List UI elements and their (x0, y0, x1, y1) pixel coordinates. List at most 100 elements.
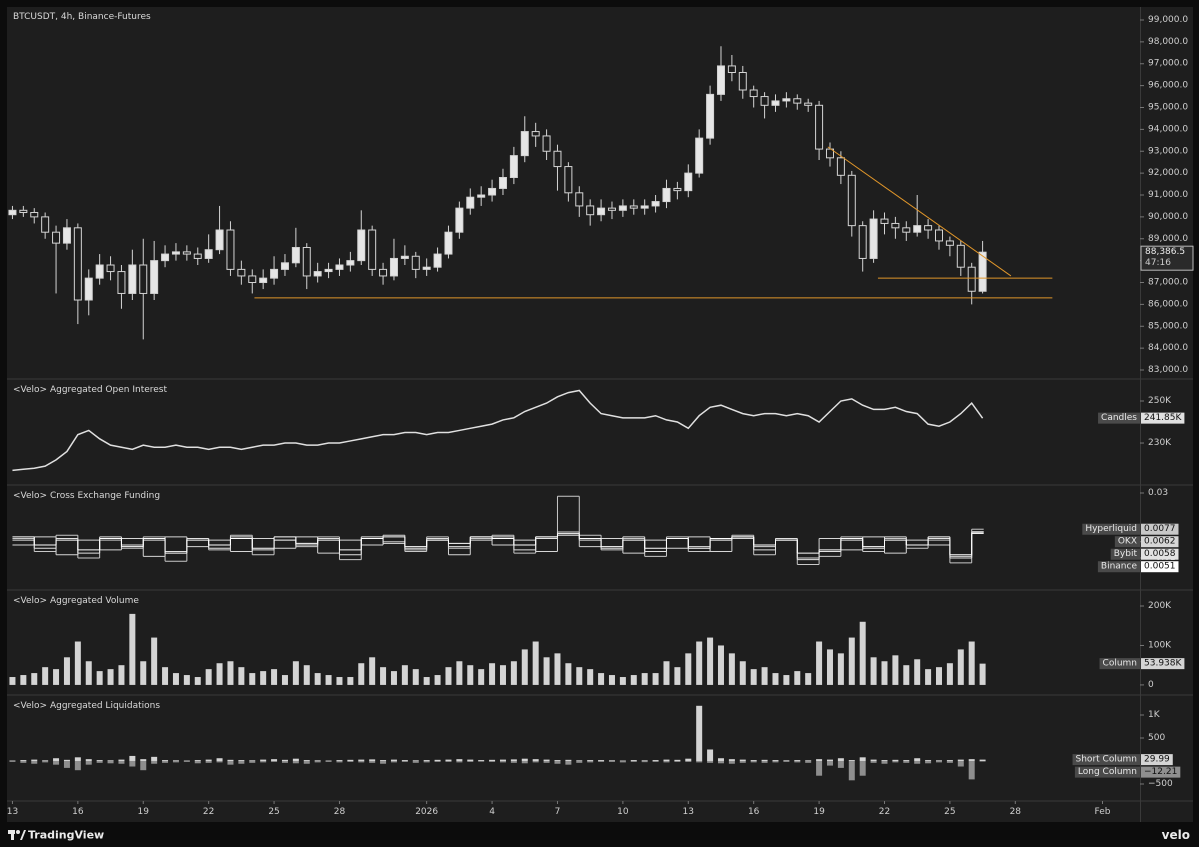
candle-body (738, 71, 747, 91)
bar (456, 661, 463, 685)
bar (369, 760, 376, 763)
bar (401, 665, 408, 685)
candle-body (357, 229, 366, 262)
tag-name: OKX (1118, 537, 1137, 547)
candle-body (629, 205, 638, 209)
bar (881, 760, 888, 761)
bar (598, 673, 605, 685)
pane-title: <Velo> Aggregated Liquidations (13, 701, 160, 711)
candle-body (150, 260, 159, 294)
bar (380, 667, 387, 685)
bar (478, 669, 485, 685)
bar (772, 673, 779, 685)
candle-body (30, 212, 39, 218)
bar (946, 760, 953, 763)
bar (423, 677, 430, 685)
y-tick-label: 89,000.0 (1148, 234, 1188, 244)
candle-body (673, 187, 682, 192)
bar (434, 760, 441, 762)
bar (314, 673, 321, 685)
bar (739, 760, 746, 763)
bar (347, 677, 354, 685)
bar (281, 675, 288, 685)
bar (183, 760, 190, 762)
bar (674, 667, 681, 685)
candle-body (760, 96, 769, 106)
x-tick-label: 7 (555, 807, 561, 817)
bar (390, 671, 397, 685)
candle-body (771, 100, 780, 106)
tag-name-box (1074, 766, 1140, 778)
candle-body (161, 253, 170, 262)
x-tick-label: 2026 (415, 807, 438, 817)
bar (685, 760, 692, 762)
x-tick-label: 28 (334, 807, 346, 817)
candle-body (41, 216, 50, 233)
bar (826, 760, 833, 766)
bar (194, 760, 201, 764)
bar (303, 665, 310, 685)
candle-body (542, 135, 551, 152)
bar (194, 677, 201, 685)
bar (674, 760, 681, 762)
tag-value: 0.0062 (1144, 537, 1176, 547)
bar (510, 661, 517, 685)
bar (107, 760, 114, 761)
candle-body (171, 251, 180, 255)
bar (205, 669, 212, 685)
bar (805, 673, 812, 685)
bar (53, 758, 60, 761)
bar (608, 675, 615, 685)
candle-body (444, 231, 453, 255)
bar (652, 760, 659, 761)
bar (619, 760, 626, 763)
bar (129, 755, 136, 761)
bar (499, 665, 506, 685)
bar (761, 759, 768, 761)
candle-body (880, 218, 889, 224)
bar (63, 760, 70, 768)
candle-body (128, 264, 137, 294)
pane-title: <Velo> Aggregated Open Interest (13, 385, 167, 395)
candle-body (411, 255, 420, 270)
y-tick-label: 100K (1148, 640, 1172, 650)
bar (162, 667, 169, 685)
bar (554, 653, 561, 685)
tag-name: Short Column (1076, 755, 1137, 765)
bar (205, 760, 212, 763)
bar (717, 760, 724, 764)
countdown: 47:16 (1145, 258, 1171, 268)
bar (434, 675, 441, 685)
tradingview-logo (8, 830, 26, 840)
bar (532, 641, 539, 685)
tag-name-box (1072, 754, 1140, 766)
bar (140, 760, 147, 771)
bar (227, 661, 234, 685)
candle-body (716, 65, 725, 95)
bar (587, 760, 594, 761)
bar (728, 759, 735, 761)
bar (914, 758, 921, 761)
tag-value: 0.0051 (1144, 562, 1176, 572)
candle-body (945, 240, 954, 246)
candle-body (978, 251, 987, 292)
x-tick-label: 16 (748, 807, 760, 817)
bar (129, 613, 136, 685)
candle-body (902, 227, 911, 233)
bar (728, 653, 735, 685)
bar (663, 661, 670, 685)
x-tick-label: 25 (268, 807, 279, 817)
y-tick-label: 86,000.0 (1148, 299, 1188, 309)
bar (652, 760, 659, 762)
candle-body (313, 271, 322, 277)
bar (9, 760, 16, 762)
bar (935, 667, 942, 685)
candle-body (95, 264, 104, 279)
bar (249, 673, 256, 685)
bar (837, 760, 844, 768)
candle-body (825, 148, 834, 159)
last-price-box (1140, 245, 1194, 271)
candle-body (193, 253, 202, 259)
tag-value-box (1141, 523, 1179, 535)
